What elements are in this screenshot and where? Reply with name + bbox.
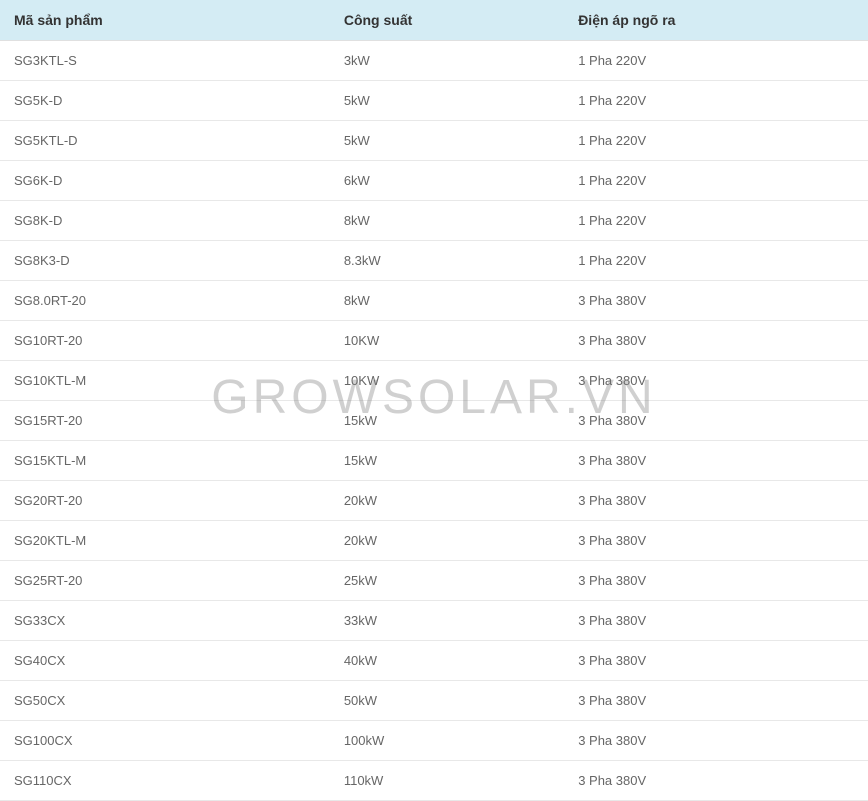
cell-voltage: 3 Pha 380V (564, 441, 868, 481)
table-row: SG10KTL-M10KW3 Pha 380V (0, 361, 868, 401)
cell-voltage: 3 Pha 380V (564, 361, 868, 401)
cell-power: 8kW (330, 201, 564, 241)
cell-product-code: SG8K3-D (0, 241, 330, 281)
cell-voltage: 3 Pha 380V (564, 561, 868, 601)
table-row: SG8.0RT-208kW3 Pha 380V (0, 281, 868, 321)
table-row: SG20KTL-M20kW3 Pha 380V (0, 521, 868, 561)
cell-product-code: SG10RT-20 (0, 321, 330, 361)
cell-power: 40kW (330, 641, 564, 681)
cell-power: 8.3kW (330, 241, 564, 281)
cell-product-code: SG15KTL-M (0, 441, 330, 481)
cell-voltage: 1 Pha 220V (564, 241, 868, 281)
table-row: SG33CX33kW3 Pha 380V (0, 601, 868, 641)
cell-product-code: SG110CX (0, 761, 330, 801)
product-table: Mã sản phẩm Công suất Điện áp ngõ ra SG3… (0, 0, 868, 801)
table-row: SG8K-D8kW1 Pha 220V (0, 201, 868, 241)
cell-voltage: 3 Pha 380V (564, 601, 868, 641)
cell-voltage: 3 Pha 380V (564, 721, 868, 761)
table-row: SG50CX50kW3 Pha 380V (0, 681, 868, 721)
table-row: SG110CX110kW3 Pha 380V (0, 761, 868, 801)
table-row: SG25RT-2025kW3 Pha 380V (0, 561, 868, 601)
cell-power: 8kW (330, 281, 564, 321)
cell-product-code: SG3KTL-S (0, 41, 330, 81)
cell-product-code: SG20KTL-M (0, 521, 330, 561)
table-row: SG3KTL-S3kW1 Pha 220V (0, 41, 868, 81)
cell-product-code: SG5KTL-D (0, 121, 330, 161)
table-row: SG15KTL-M15kW3 Pha 380V (0, 441, 868, 481)
cell-power: 10KW (330, 321, 564, 361)
cell-product-code: SG8K-D (0, 201, 330, 241)
cell-power: 15kW (330, 441, 564, 481)
cell-voltage: 3 Pha 380V (564, 681, 868, 721)
cell-product-code: SG15RT-20 (0, 401, 330, 441)
table-header: Mã sản phẩm Công suất Điện áp ngõ ra (0, 0, 868, 41)
cell-product-code: SG25RT-20 (0, 561, 330, 601)
cell-voltage: 3 Pha 380V (564, 401, 868, 441)
cell-power: 20kW (330, 521, 564, 561)
table-row: SG20RT-2020kW3 Pha 380V (0, 481, 868, 521)
cell-product-code: SG6K-D (0, 161, 330, 201)
table-row: SG15RT-2015kW3 Pha 380V (0, 401, 868, 441)
table-row: SG10RT-2010KW3 Pha 380V (0, 321, 868, 361)
cell-power: 50kW (330, 681, 564, 721)
table-row: SG100CX100kW3 Pha 380V (0, 721, 868, 761)
product-table-container: Mã sản phẩm Công suất Điện áp ngõ ra SG3… (0, 0, 868, 801)
cell-product-code: SG100CX (0, 721, 330, 761)
header-row: Mã sản phẩm Công suất Điện áp ngõ ra (0, 0, 868, 41)
cell-product-code: SG8.0RT-20 (0, 281, 330, 321)
cell-voltage: 1 Pha 220V (564, 121, 868, 161)
cell-voltage: 3 Pha 380V (564, 321, 868, 361)
table-row: SG40CX40kW3 Pha 380V (0, 641, 868, 681)
cell-voltage: 3 Pha 380V (564, 761, 868, 801)
cell-voltage: 1 Pha 220V (564, 81, 868, 121)
table-row: SG8K3-D8.3kW1 Pha 220V (0, 241, 868, 281)
cell-product-code: SG5K-D (0, 81, 330, 121)
cell-power: 6kW (330, 161, 564, 201)
cell-power: 5kW (330, 81, 564, 121)
cell-voltage: 3 Pha 380V (564, 481, 868, 521)
header-power: Công suất (330, 0, 564, 41)
cell-power: 3kW (330, 41, 564, 81)
table-row: SG5KTL-D5kW1 Pha 220V (0, 121, 868, 161)
cell-power: 25kW (330, 561, 564, 601)
table-body: SG3KTL-S3kW1 Pha 220VSG5K-D5kW1 Pha 220V… (0, 41, 868, 801)
cell-product-code: SG40CX (0, 641, 330, 681)
cell-voltage: 1 Pha 220V (564, 41, 868, 81)
header-product-code: Mã sản phẩm (0, 0, 330, 41)
cell-voltage: 3 Pha 380V (564, 641, 868, 681)
cell-power: 20kW (330, 481, 564, 521)
cell-voltage: 3 Pha 380V (564, 281, 868, 321)
cell-power: 10KW (330, 361, 564, 401)
table-row: SG5K-D5kW1 Pha 220V (0, 81, 868, 121)
cell-power: 5kW (330, 121, 564, 161)
table-row: SG6K-D6kW1 Pha 220V (0, 161, 868, 201)
cell-power: 15kW (330, 401, 564, 441)
cell-product-code: SG10KTL-M (0, 361, 330, 401)
cell-product-code: SG20RT-20 (0, 481, 330, 521)
cell-power: 33kW (330, 601, 564, 641)
cell-power: 110kW (330, 761, 564, 801)
cell-voltage: 1 Pha 220V (564, 161, 868, 201)
cell-power: 100kW (330, 721, 564, 761)
cell-voltage: 1 Pha 220V (564, 201, 868, 241)
cell-product-code: SG33CX (0, 601, 330, 641)
cell-product-code: SG50CX (0, 681, 330, 721)
cell-voltage: 3 Pha 380V (564, 521, 868, 561)
header-voltage: Điện áp ngõ ra (564, 0, 868, 41)
